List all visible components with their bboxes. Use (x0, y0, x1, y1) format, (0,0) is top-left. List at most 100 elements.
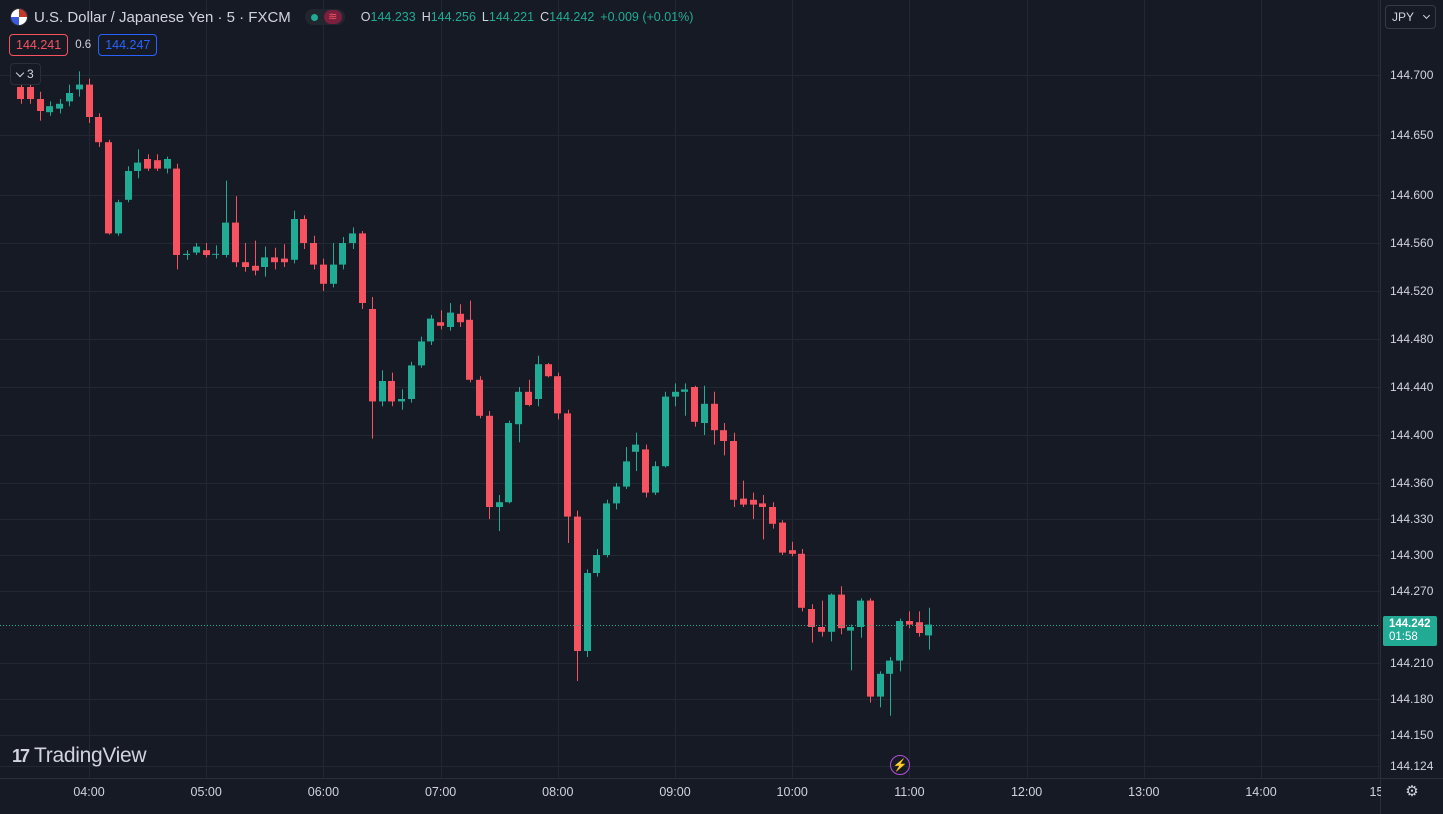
price-axis-label: 144.300 (1390, 548, 1434, 562)
price-axis-label: 144.210 (1390, 656, 1434, 670)
open-key: O (360, 10, 371, 24)
candle-body (632, 444, 639, 452)
candle-body (564, 413, 571, 517)
candle-body (379, 381, 386, 402)
tradingview-logo-icon: 17 (12, 745, 30, 766)
chevron-down-icon (1422, 11, 1431, 20)
indicators-toggle-button[interactable]: 3 (10, 63, 41, 85)
candle-body (759, 503, 766, 507)
price-axis-label: 144.180 (1390, 692, 1434, 706)
candle-body (574, 516, 581, 651)
time-axis-label: 07:00 (425, 785, 456, 799)
close-key: C (540, 10, 550, 24)
price-axis-label: 144.650 (1390, 128, 1434, 142)
settings-gear-icon[interactable]: ⚙ (1405, 783, 1419, 800)
candle-body (134, 162, 141, 171)
indicators-count: 3 (27, 67, 34, 81)
symbol-title[interactable]: U.S. Dollar / Japanese Yen · 5 · FXCM (34, 8, 291, 26)
candle-body (125, 171, 132, 200)
high-value: 144.256 (430, 10, 476, 24)
candle-body (457, 313, 464, 323)
candle-body (603, 503, 610, 555)
candle-body (867, 600, 874, 697)
time-axis-label: 04:00 (73, 785, 104, 799)
candle-body (476, 379, 483, 416)
tradingview-logo-text: TradingView (34, 744, 147, 767)
candle-body (203, 250, 210, 255)
currency-select[interactable]: JPY (1385, 5, 1436, 29)
candle-body (173, 168, 180, 255)
candle-body (261, 257, 268, 267)
candle-body (515, 391, 522, 425)
candle-body (183, 253, 190, 255)
candle-body (896, 621, 903, 661)
candle-body (466, 319, 473, 380)
market-status-pill[interactable]: ≋ (304, 9, 345, 25)
candle-body (711, 403, 718, 431)
candle-body (798, 553, 805, 608)
candle-body (232, 222, 239, 263)
axis-corner (1381, 779, 1443, 814)
candle-body (17, 87, 24, 99)
candle-body (193, 246, 200, 253)
time-axis-label: 06:00 (308, 785, 339, 799)
candle-body (95, 117, 102, 143)
candle-body (359, 233, 366, 303)
candle-body (691, 387, 698, 422)
candle-body (37, 99, 44, 111)
low-key: L (481, 10, 489, 24)
candle-body (242, 262, 249, 267)
currency-value: JPY (1392, 10, 1415, 24)
candle-body (769, 507, 776, 524)
time-axis-label: 11:00 (894, 785, 924, 799)
candle-body (642, 449, 649, 493)
candle-body (105, 142, 112, 234)
low-value: 144.221 (488, 10, 535, 24)
candle-body (349, 233, 356, 243)
time-axis-label: 14:00 (1245, 785, 1276, 799)
candle-body (408, 365, 415, 399)
candle-body (672, 391, 679, 397)
candle-body (447, 312, 454, 327)
candle-body (554, 376, 561, 414)
time-axis-label: 13:00 (1128, 785, 1159, 799)
buy-button[interactable]: 144.247 (98, 34, 158, 56)
candle-body (584, 573, 591, 651)
last-price-label: 144.242 01:58 (1383, 616, 1437, 646)
candle-body (46, 106, 53, 113)
candle-body (154, 160, 161, 169)
candle-body (115, 202, 122, 234)
candle-body (86, 84, 93, 117)
ohlc-values: O144.233 H144.256 L144.221 C144.242 +0.0… (361, 10, 694, 24)
candle-body (76, 84, 83, 90)
tradingview-logo[interactable]: 17 TradingView (12, 744, 147, 768)
trade-buttons: 144.241 0.6 144.247 (9, 34, 158, 56)
candle-body (252, 265, 259, 271)
price-axis-label: 144.560 (1390, 236, 1434, 250)
candle-body (730, 441, 737, 500)
candle-body (418, 341, 425, 366)
candle-body (740, 498, 747, 505)
sell-button[interactable]: 144.241 (9, 34, 69, 56)
lightning-icon[interactable]: ⚡ (890, 755, 910, 775)
candle-body (720, 430, 727, 441)
close-value: 144.242 (549, 10, 595, 24)
price-axis-label: 144.124 (1390, 759, 1434, 773)
candle-body (925, 624, 932, 636)
candle-body (281, 258, 288, 263)
price-axis-label: 144.330 (1390, 512, 1434, 526)
candle-body (505, 423, 512, 503)
candle-body (681, 389, 688, 392)
high-key: H (421, 10, 431, 24)
candle-body (427, 318, 434, 342)
candle-body (330, 264, 337, 284)
candle-body (779, 522, 786, 553)
candle-body (222, 222, 229, 255)
candle-body (828, 594, 835, 632)
data-problem-icon: ≋ (323, 10, 342, 24)
candle-body (613, 486, 620, 504)
candle-body (300, 219, 307, 243)
candle-body (164, 159, 171, 169)
